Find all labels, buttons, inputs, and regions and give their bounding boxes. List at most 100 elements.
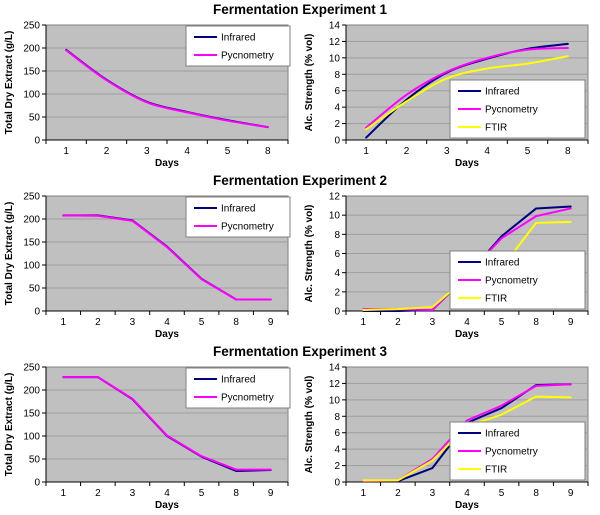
legend-item-infrared: Infrared: [458, 258, 519, 269]
legend-item-infrared: Infrared: [194, 33, 255, 44]
svg-text:1: 1: [61, 488, 67, 499]
legend-item-pycnometry: Pycnometry: [458, 276, 538, 287]
series-line-pycnometry: [62, 214, 272, 301]
svg-text:8: 8: [334, 70, 340, 81]
legend-label-ftir: FTIR: [485, 294, 507, 305]
legend-item-infrared: Infrared: [458, 429, 519, 440]
svg-text:3: 3: [430, 488, 436, 499]
svg-text:0: 0: [334, 478, 340, 489]
legend-item-infrared: Infrared: [194, 375, 255, 386]
legend-item-pycnometry: Pycnometry: [194, 393, 274, 404]
experiment-3-charts: 0 50 100 150 200 250 1 2 3 4 5 8 9 Total Dry Extract …: [0, 360, 600, 515]
svg-text:3: 3: [444, 146, 450, 157]
svg-text:4: 4: [334, 103, 340, 114]
legend-box: [185, 367, 291, 409]
svg-text:200: 200: [23, 386, 40, 397]
y-axis-title: Total Dry Extract (g/L): [4, 373, 15, 477]
legend-label-infrared: Infrared: [485, 258, 519, 269]
legend-label-infrared: Infrared: [485, 87, 519, 98]
svg-text:4: 4: [484, 146, 490, 157]
legend-label-pycnometry: Pycnometry: [221, 393, 274, 404]
x-tick-labels: 1 2 3 4 5 8: [345, 140, 589, 157]
svg-text:4: 4: [464, 317, 470, 328]
experiment-3-title: Fermentation Experiment 3: [212, 344, 388, 359]
y-tick-labels: 0 50 100 150 200 250: [23, 363, 46, 489]
x-tick-labels: 1 2 3 4 5 8 9: [45, 311, 289, 328]
legend-label-infrared: Infrared: [221, 204, 255, 215]
svg-text:2: 2: [395, 317, 401, 328]
svg-text:200: 200: [23, 44, 40, 55]
svg-text:10: 10: [329, 53, 341, 64]
svg-text:8: 8: [233, 317, 239, 328]
legend-item-pycnometry: Pycnometry: [194, 51, 274, 62]
y-tick-labels: 0 2 4 6 8 10 12: [329, 192, 346, 318]
svg-text:2: 2: [95, 317, 101, 328]
series-line-pycnometry: [65, 49, 269, 129]
svg-text:100: 100: [23, 261, 40, 272]
svg-text:0: 0: [34, 136, 40, 147]
chart-alc-strength-exp1: 0 2 4 6 8 10 12 14 1 2 3 4 5 8 Alc. Strength (% vol) Da…: [300, 18, 600, 173]
legend-item-pycnometry: Pycnometry: [458, 447, 538, 458]
legend-label-pycnometry: Pycnometry: [221, 222, 274, 233]
experiment-row-1: Fermentation Experiment 1 0 50 100 150 200 25…: [0, 2, 600, 173]
legend-label-infrared: Infrared: [485, 429, 519, 440]
experiment-2-charts: 0 50 100 150 200 250 1 2 3 4 5 8 9 Total Dry Extract …: [0, 189, 600, 344]
legend-item-ftir: FTIR: [458, 123, 507, 134]
legend-item-ftir: FTIR: [458, 294, 507, 305]
svg-text:5: 5: [225, 146, 231, 157]
svg-text:8: 8: [533, 317, 539, 328]
legend-label-infrared: Infrared: [221, 33, 255, 44]
legend-item-infrared: Infrared: [194, 204, 255, 215]
svg-text:3: 3: [430, 317, 436, 328]
svg-text:14: 14: [329, 21, 341, 32]
series-lines: [62, 376, 272, 472]
legend-label-ftir: FTIR: [485, 123, 507, 134]
x-axis-title: Days: [155, 500, 179, 511]
y-axis-title: Total Dry Extract (g/L): [4, 31, 15, 135]
series-line-pycnometry: [365, 47, 569, 129]
svg-text:3: 3: [130, 317, 136, 328]
legend-item-pycnometry: Pycnometry: [458, 105, 538, 116]
chart-total-dry-extract-exp3: 0 50 100 150 200 250 1 2 3 4 5 8 9 Total Dry Extract …: [0, 360, 300, 515]
svg-text:6: 6: [334, 428, 340, 439]
svg-text:8: 8: [533, 488, 539, 499]
experiment-row-3: Fermentation Experiment 3 0 50 100 150 200 25…: [0, 344, 600, 515]
svg-text:2: 2: [395, 488, 401, 499]
legend-label-pycnometry: Pycnometry: [485, 276, 538, 287]
svg-text:5: 5: [199, 317, 205, 328]
y-tick-labels: 0 2 4 6 8 10 12 14: [329, 363, 346, 489]
series-lines: [62, 214, 272, 301]
line-chart-svg-total-dry-extract-exp2: 0 50 100 150 200 250 1 2 3 4 5 8 9 Total Dry Extract …: [4, 192, 291, 340]
svg-text:6: 6: [334, 86, 340, 97]
svg-text:8: 8: [233, 488, 239, 499]
x-axis-title: Days: [155, 329, 179, 340]
line-chart-svg-total-dry-extract-exp1: 0 50 100 150 200 250 1 2 3 4 5 8 Total Dry Extract (…: [4, 21, 291, 169]
svg-text:0: 0: [34, 307, 40, 318]
svg-text:5: 5: [499, 488, 505, 499]
experiment-row-2: Fermentation Experiment 2 0 50 100 150 200 25…: [0, 173, 600, 344]
svg-text:250: 250: [23, 192, 40, 203]
svg-text:250: 250: [23, 363, 40, 374]
legend: Infrared Pycnometry: [185, 25, 291, 67]
legend-label-pycnometry: Pycnometry: [485, 447, 538, 458]
axes: [345, 25, 588, 141]
svg-text:5: 5: [525, 146, 531, 157]
svg-text:0: 0: [34, 478, 40, 489]
svg-text:3: 3: [144, 146, 150, 157]
svg-text:5: 5: [199, 488, 205, 499]
svg-text:100: 100: [23, 90, 40, 101]
line-chart-svg-total-dry-extract-exp3: 0 50 100 150 200 250 1 2 3 4 5 8 9 Total Dry Extract …: [4, 363, 291, 511]
svg-text:2: 2: [334, 461, 340, 472]
svg-text:150: 150: [23, 409, 40, 420]
gridlines: [46, 47, 288, 118]
svg-text:8: 8: [265, 146, 271, 157]
svg-text:2: 2: [334, 287, 340, 298]
svg-text:9: 9: [568, 317, 574, 328]
svg-text:4: 4: [334, 268, 340, 279]
x-tick-labels: 1 2 3 4 5 8 9: [345, 482, 589, 499]
legend: Infrared Pycnometry FTIR: [449, 421, 586, 481]
x-tick-labels: 1 2 3 4 5 8 9: [345, 311, 589, 328]
